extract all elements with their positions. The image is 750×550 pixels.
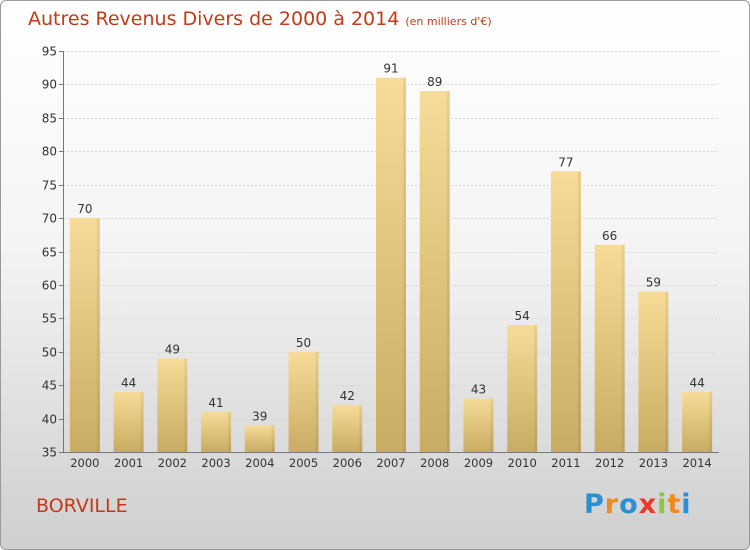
bar-shade — [534, 325, 538, 452]
bar — [463, 398, 494, 452]
data-label: 42 — [340, 389, 355, 403]
x-tick-label: 2013 — [639, 456, 668, 470]
data-label: 66 — [602, 229, 617, 243]
bar — [69, 218, 100, 452]
bar-shade — [709, 391, 713, 452]
x-tick-label: 2008 — [420, 456, 449, 470]
x-tick-label: 2001 — [114, 456, 143, 470]
x-tick-label: 2002 — [158, 456, 187, 470]
logo-letter: r — [604, 489, 620, 520]
x-tick-label: 2011 — [551, 456, 580, 470]
data-label: 70 — [77, 202, 92, 216]
chart-title: Autres Revenus Divers de 2000 à 2014 — [28, 8, 400, 30]
bar — [638, 291, 669, 452]
x-tick-label: 2005 — [289, 456, 318, 470]
bar-shade — [665, 291, 669, 452]
y-tick-label: 55 — [42, 312, 57, 326]
logo-letter: x — [638, 489, 658, 520]
y-axis: 35 40 45 50 55 60 65 70 75 80 85 90 95 — [42, 45, 64, 460]
y-tick-label: 70 — [42, 212, 57, 226]
bar-shade — [577, 171, 581, 453]
bar — [288, 351, 319, 452]
chart-title-block: Autres Revenus Divers de 2000 à 2014 (en … — [28, 8, 492, 30]
y-tick-label: 45 — [42, 379, 57, 393]
x-tick-label: 2010 — [508, 456, 537, 470]
data-label: 39 — [252, 409, 267, 423]
proxiti-logo: Proxiti — [584, 489, 692, 520]
x-tick-label: 2006 — [333, 456, 362, 470]
data-label: 77 — [558, 155, 573, 169]
y-tick-label: 65 — [42, 246, 57, 260]
y-tick-label: 75 — [42, 179, 57, 193]
bar-shade — [359, 405, 363, 452]
bar-shade — [140, 391, 144, 452]
x-tick-label: 2004 — [245, 456, 274, 470]
bar — [113, 391, 144, 452]
place-name: BORVILLE — [36, 495, 128, 517]
data-label: 89 — [427, 75, 442, 89]
x-tick-label: 2014 — [682, 456, 711, 470]
bar-shade — [96, 218, 100, 452]
data-label: 54 — [515, 309, 530, 323]
y-tick-label: 50 — [42, 346, 57, 360]
y-tick-label: 95 — [42, 45, 57, 59]
bar-shade — [446, 91, 450, 452]
x-tick-label: 2003 — [201, 456, 230, 470]
bar — [419, 91, 450, 452]
bar — [594, 244, 625, 452]
x-tick-label: 2007 — [376, 456, 405, 470]
bar — [157, 358, 188, 452]
data-label: 59 — [646, 276, 661, 290]
bar-shade — [403, 77, 406, 452]
data-label: 41 — [208, 396, 223, 410]
x-tick-label: 2000 — [70, 456, 99, 470]
data-label: 49 — [165, 342, 180, 356]
bar-shade — [228, 411, 232, 452]
y-tick-label: 80 — [42, 145, 57, 159]
bar-shade — [315, 351, 319, 452]
x-tick-label: 2012 — [595, 456, 624, 470]
logo-letter: P — [584, 489, 605, 520]
y-tick-label: 60 — [42, 279, 57, 293]
data-label: 43 — [471, 383, 486, 397]
bar — [332, 405, 363, 452]
bar-shade — [184, 358, 188, 452]
logo-letter: o — [619, 489, 639, 520]
bars: 70 44 49 41 39 50 42 91 89 43 54 77 66 59 44 — [69, 62, 713, 453]
bar — [376, 77, 406, 452]
bar — [550, 171, 581, 453]
bar — [682, 391, 713, 452]
x-tick-label: 2009 — [464, 456, 493, 470]
chart-unit: (en milliers d'€) — [405, 15, 492, 28]
bar-shade — [490, 398, 494, 452]
logo-letter: i — [681, 489, 692, 520]
logo-letter: t — [667, 489, 682, 520]
y-tick-label: 90 — [42, 78, 57, 92]
y-tick-label: 40 — [42, 413, 57, 427]
data-label: 50 — [296, 336, 311, 350]
bar-shade — [621, 244, 625, 452]
data-label: 44 — [121, 376, 136, 390]
y-tick-label: 85 — [42, 112, 57, 126]
bar — [201, 411, 232, 452]
data-label: 44 — [689, 376, 704, 390]
y-tick-label: 35 — [42, 446, 57, 460]
bar-shade — [271, 425, 275, 452]
logo-letter: i — [657, 489, 668, 520]
data-label: 91 — [383, 62, 398, 76]
bar — [244, 425, 275, 452]
x-axis: 2000 2001 2002 2003 2004 2005 2006 2007 2008 2009… — [63, 452, 719, 470]
bar — [507, 325, 538, 452]
